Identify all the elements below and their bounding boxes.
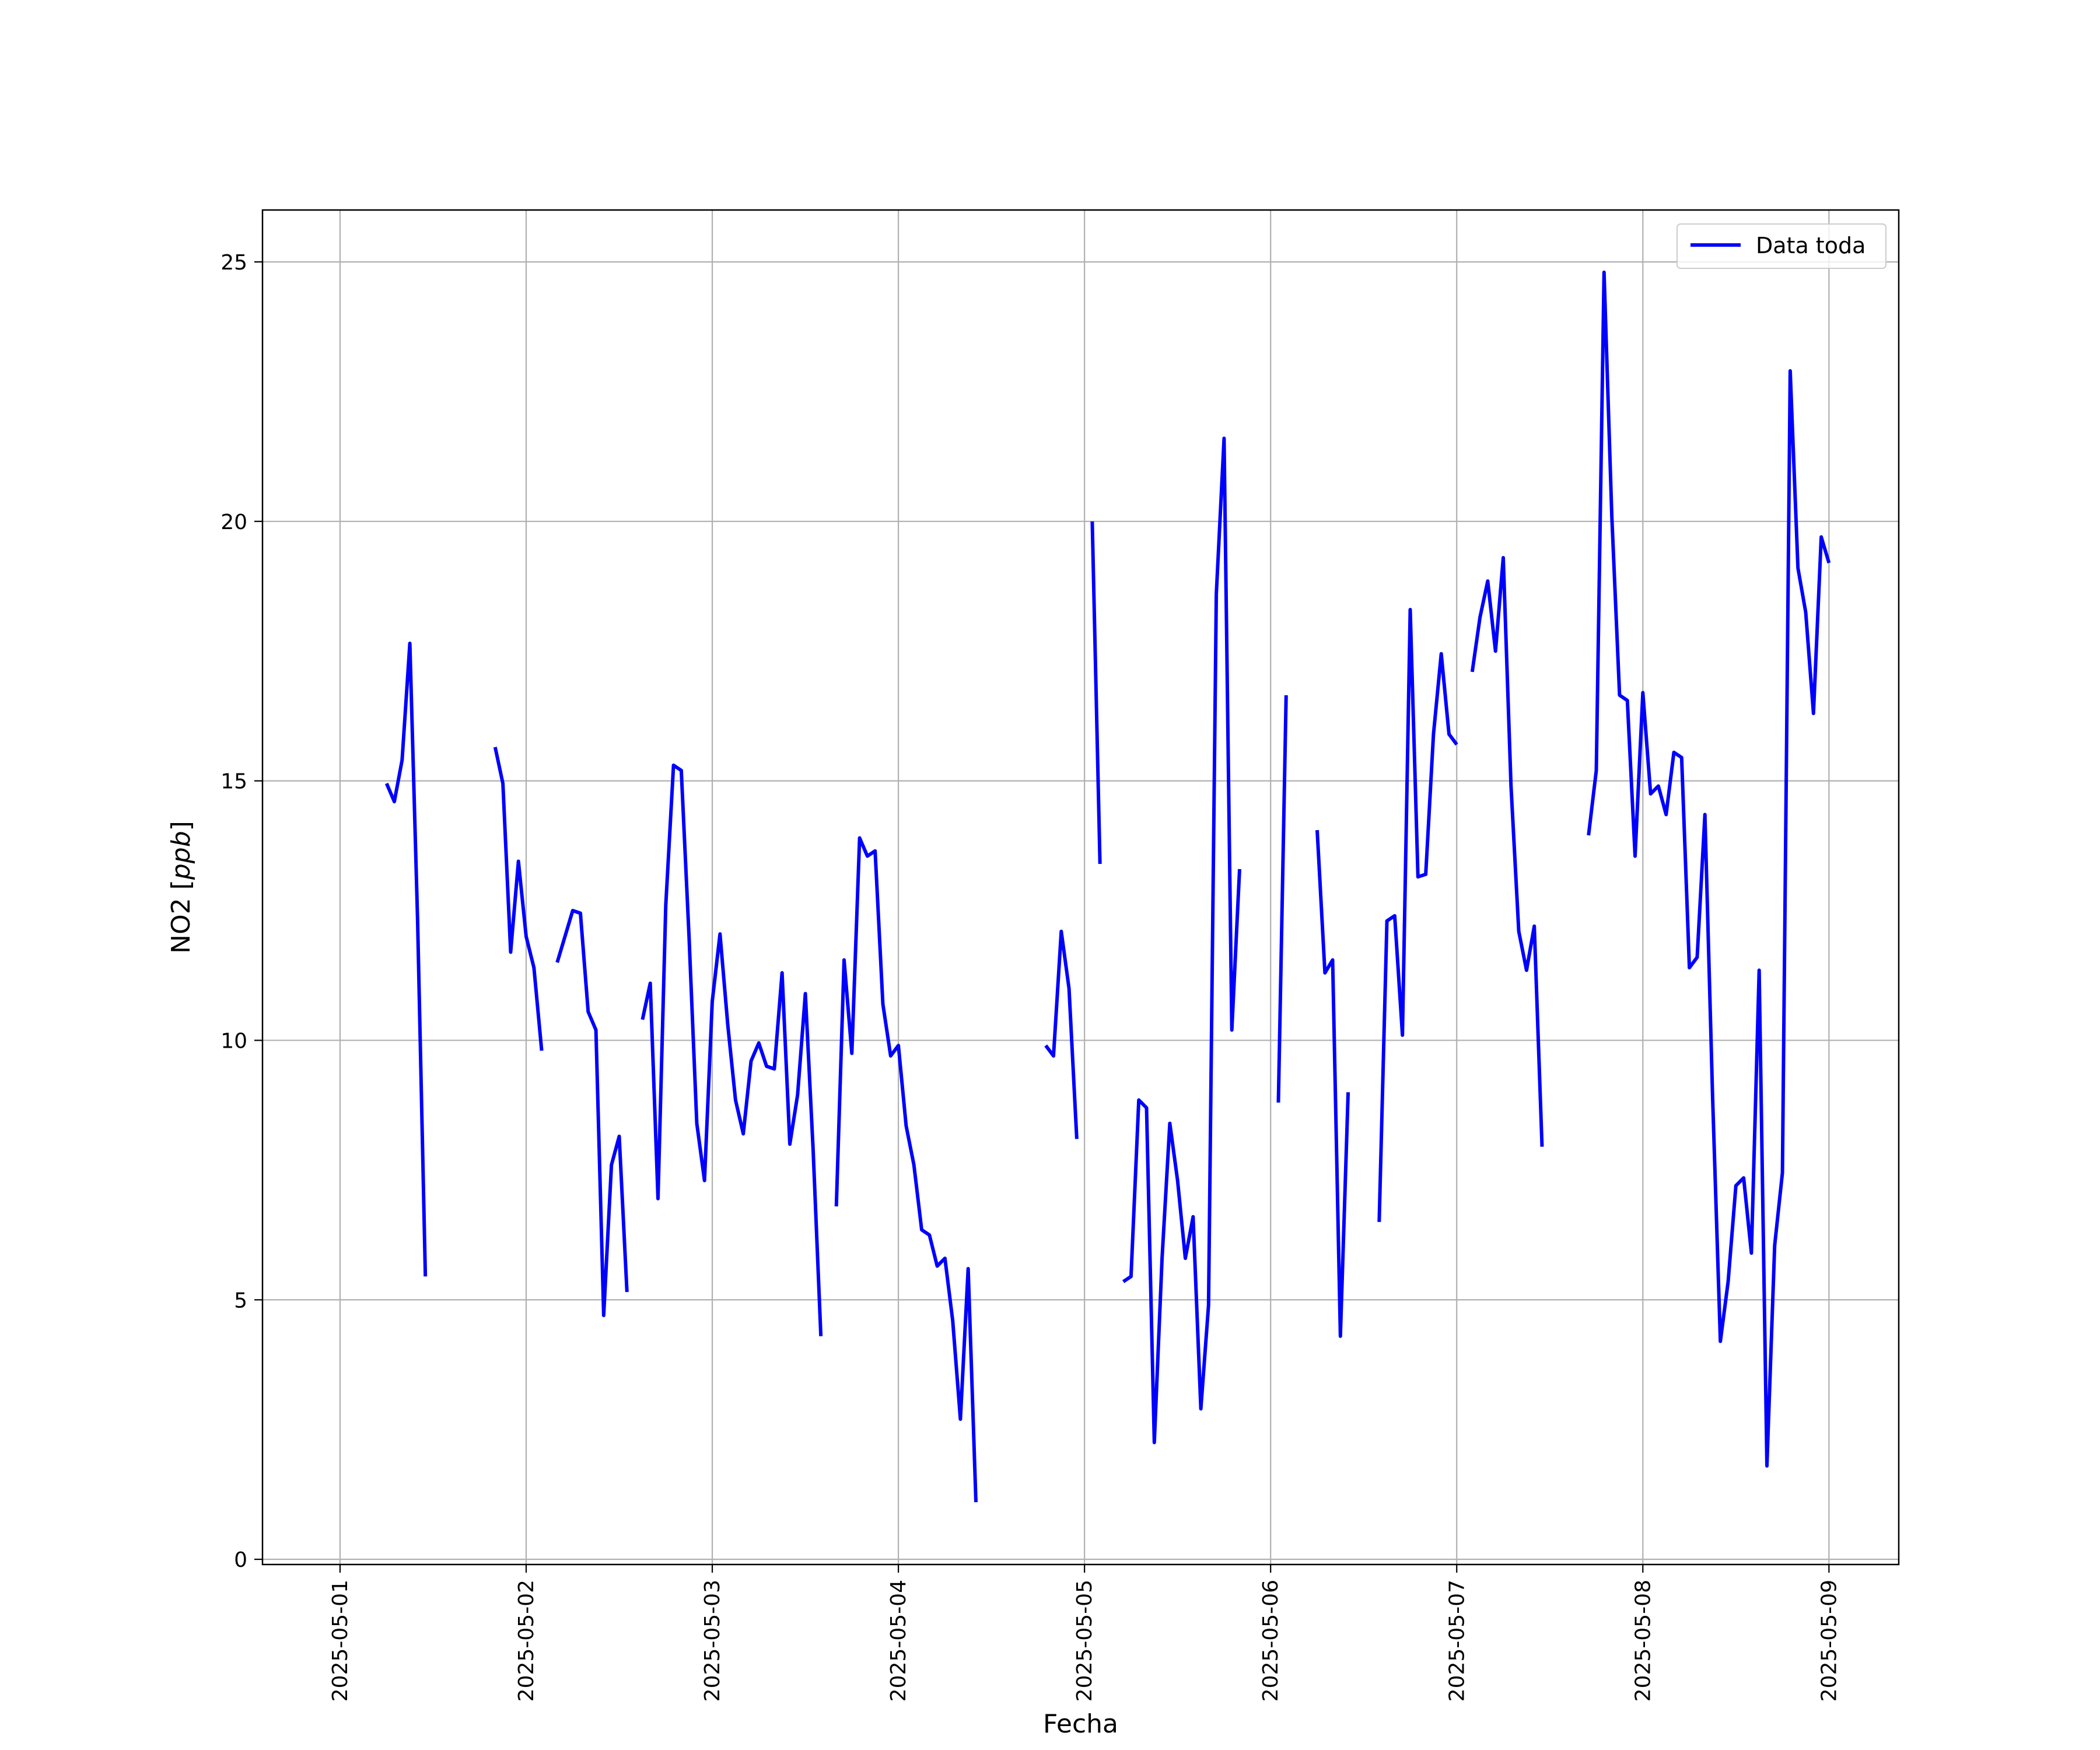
- legend-box: [1676, 223, 1887, 269]
- series-line-segment: [1122, 436, 1241, 1444]
- y-tick-label: 0: [234, 1548, 247, 1572]
- x-tick-label: 2025-05-03: [701, 1580, 724, 1702]
- series-line-segment: [1090, 521, 1102, 864]
- x-tick-label: 2025-05-06: [1259, 1580, 1283, 1702]
- x-tick-label: 2025-05-09: [1817, 1580, 1841, 1702]
- series-line-segment: [1587, 270, 1831, 1468]
- series-line-segment: [834, 836, 978, 1503]
- x-tick-label: 2025-05-01: [328, 1580, 352, 1702]
- x-axis: 2025-05-01 2025-05-02 2025-05-03 2025-05-04…: [328, 1564, 1841, 1702]
- plot-frame: [261, 209, 1900, 1566]
- y-axis-title: NO2 [ppb]: [166, 821, 196, 954]
- y-tick-label: 10: [220, 1029, 247, 1053]
- y-axis-title-unit: ppb: [166, 831, 196, 880]
- y-tick-label: 15: [220, 770, 247, 794]
- series-line-segment: [1470, 556, 1544, 1147]
- x-tick-label: 2025-05-07: [1445, 1580, 1469, 1702]
- x-tick-label: 2025-05-08: [1631, 1580, 1655, 1702]
- x-tick-label: 2025-05-02: [514, 1580, 538, 1702]
- x-tick-label: 2025-05-04: [887, 1580, 911, 1702]
- y-tick-label: 5: [234, 1289, 247, 1312]
- series-line-segment: [640, 763, 823, 1336]
- series-line-segment: [1315, 830, 1350, 1338]
- grid: [262, 210, 1899, 1564]
- y-tick-label: 20: [220, 510, 247, 534]
- series-line-segment: [1276, 695, 1288, 1103]
- legend: Data toda: [1676, 223, 1887, 269]
- y-tick-label: 25: [220, 251, 247, 275]
- y-axis-title-suffix: ]: [166, 821, 196, 831]
- series-line-segment: [1044, 929, 1079, 1139]
- series-line-segment: [493, 747, 544, 1051]
- y-axis-title-prefix: NO2 [: [166, 880, 196, 954]
- y-axis: 0 5 10 15 20 25: [220, 251, 262, 1572]
- x-tick-label: 2025-05-05: [1073, 1580, 1097, 1702]
- legend-label-data-toda: Data toda: [1756, 233, 1866, 258]
- x-axis-title: Fecha: [1043, 1709, 1118, 1739]
- series-line-segment: [555, 909, 629, 1317]
- series-line-segment: [1377, 608, 1458, 1222]
- series-data-toda: [384, 270, 1831, 1503]
- series-line-segment: [384, 641, 428, 1277]
